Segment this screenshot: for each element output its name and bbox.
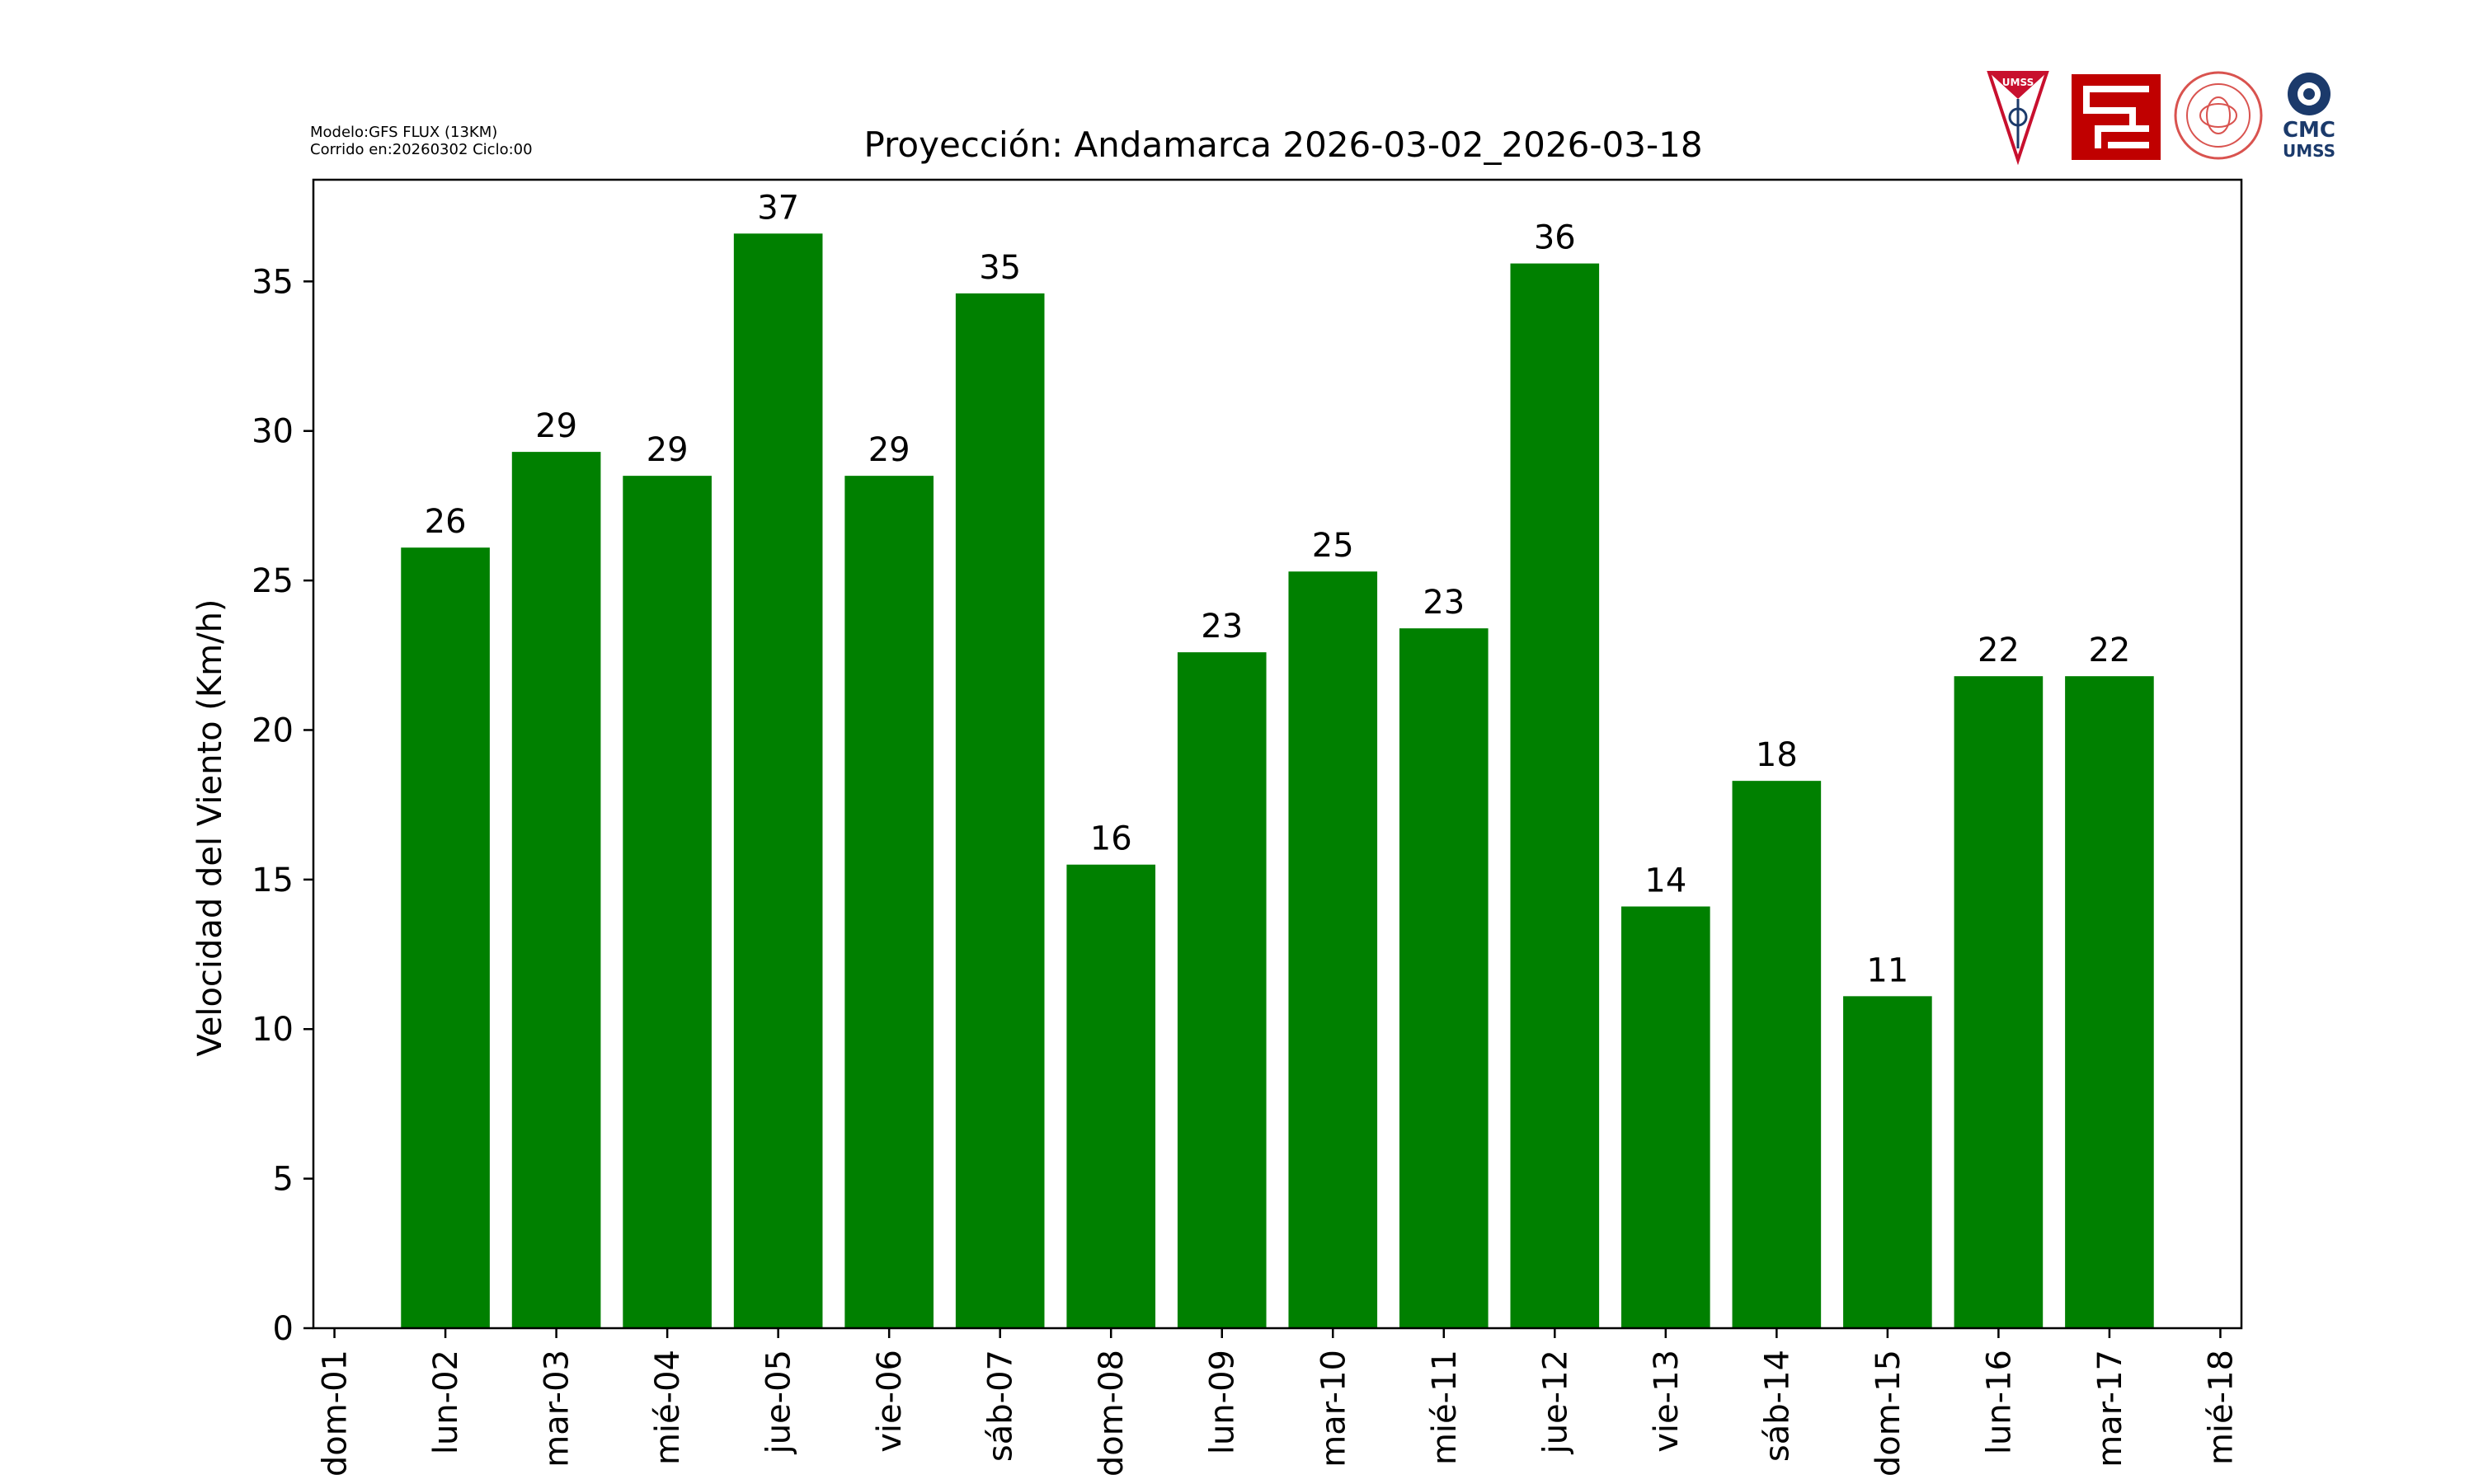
- bar-value-label: 11: [1866, 951, 1908, 989]
- x-tick-label: jue-05: [760, 1350, 798, 1454]
- y-tick-label: 15: [252, 862, 294, 899]
- bar-value-label: 35: [979, 249, 1021, 287]
- bar-value-label: 36: [1534, 219, 1576, 257]
- x-tick-label: dom-01: [317, 1350, 355, 1477]
- y-tick-label: 30: [252, 413, 294, 451]
- chart-title: Proyección: Andamarca 2026-03-02_2026-03…: [863, 124, 1702, 165]
- model-name: Modelo:GFS FLUX (13KM): [310, 124, 498, 141]
- bar-value-label: 22: [2088, 632, 2130, 669]
- y-tick-label: 10: [252, 1011, 294, 1049]
- bar-mié-04: [623, 476, 712, 1328]
- bar-value-label: 25: [1312, 527, 1354, 565]
- bar-value-label: 23: [1423, 584, 1465, 622]
- x-tick-label: sáb-14: [1758, 1350, 1796, 1462]
- bar-jue-05: [733, 233, 823, 1328]
- cmc-logo-icon: CMC UMSS: [2283, 73, 2335, 161]
- bar-mar-10: [1288, 571, 1378, 1328]
- umss-logo-text: UMSS: [2002, 77, 2034, 88]
- bar-value-label: 29: [868, 431, 910, 469]
- umss-logo-icon: UMSS: [1987, 71, 2049, 165]
- bar-value-label: 23: [1201, 608, 1243, 646]
- y-tick-label: 0: [273, 1310, 294, 1348]
- bar-mié-11: [1399, 628, 1489, 1328]
- cmc-logo-text: CMC: [2283, 118, 2335, 143]
- bar-value-label: 16: [1090, 820, 1132, 858]
- bar-value-label: 29: [535, 407, 577, 445]
- bar-mar-03: [511, 452, 601, 1328]
- bar-value-label: 18: [1756, 736, 1798, 774]
- x-tick-label: mar-17: [2091, 1350, 2129, 1468]
- y-axis-label: Velocidad del Viento (Km/h): [191, 599, 229, 1056]
- bar-vie-13: [1621, 906, 1710, 1328]
- bar-sáb-07: [955, 293, 1045, 1328]
- bar-value-label: 29: [647, 431, 689, 469]
- x-tick-label: mié-18: [2202, 1350, 2240, 1465]
- bars-layer: [401, 233, 2154, 1329]
- bar-value-label: 26: [425, 503, 467, 541]
- y-tick-label: 20: [252, 711, 294, 749]
- bar-vie-06: [844, 476, 934, 1328]
- bar-value-label: 14: [1644, 862, 1686, 900]
- bar-lun-16: [1954, 676, 2044, 1328]
- x-tick-label: vie-13: [1648, 1350, 1686, 1453]
- run-info: Corrido en:20260302 Ciclo:00: [310, 141, 533, 158]
- y-tick-label: 35: [252, 263, 294, 301]
- y-tick-label: 5: [273, 1161, 294, 1199]
- x-tick-label: dom-15: [1870, 1350, 1907, 1477]
- logos-strip: UMSS CMC UMSS: [1987, 71, 2335, 165]
- x-tick-label: lun-02: [427, 1350, 465, 1454]
- bar-labels-layer: 26 29 29 37 29 35 16 23 25 23 36 14 18 11 22 22: [425, 189, 2131, 989]
- bar-lun-09: [1177, 652, 1267, 1328]
- x-axis: dom-01 lun-02 mar-03 mié-04 jue-05 vie-06 sáb-…: [317, 1328, 2240, 1477]
- bar-lun-02: [401, 547, 490, 1328]
- bar-dom-08: [1066, 864, 1156, 1328]
- y-axis: 0 5 10 15 20 25 30 35: [252, 263, 313, 1348]
- x-tick-label: lun-09: [1204, 1350, 1242, 1454]
- x-tick-label: mar-10: [1315, 1350, 1352, 1468]
- plot-frame: [312, 178, 2243, 1330]
- x-tick-label: dom-08: [1093, 1350, 1131, 1477]
- x-tick-label: mié-11: [1426, 1350, 1464, 1465]
- x-tick-label: mar-03: [539, 1350, 576, 1468]
- bar-jue-12: [1510, 263, 1600, 1329]
- x-tick-label: lun-16: [1980, 1350, 2018, 1454]
- x-tick-label: sáb-07: [982, 1350, 1020, 1462]
- bar-dom-15: [1843, 996, 1932, 1328]
- bar-sáb-14: [1732, 781, 1822, 1328]
- y-tick-label: 25: [252, 562, 294, 600]
- physics-department-seal-icon: [2174, 71, 2263, 160]
- cmc-logo-subtext: UMSS: [2283, 141, 2335, 161]
- fcyt-logo-icon: [2072, 74, 2161, 160]
- bar-value-label: 22: [1978, 632, 2020, 669]
- model-info: Modelo:GFS FLUX (13KM) Corrido en:202603…: [310, 124, 533, 158]
- bar-mar-17: [2065, 676, 2154, 1328]
- bar-value-label: 37: [757, 189, 799, 227]
- x-tick-label: vie-06: [871, 1350, 909, 1453]
- x-tick-label: mié-04: [649, 1350, 687, 1465]
- x-tick-label: jue-12: [1536, 1350, 1574, 1454]
